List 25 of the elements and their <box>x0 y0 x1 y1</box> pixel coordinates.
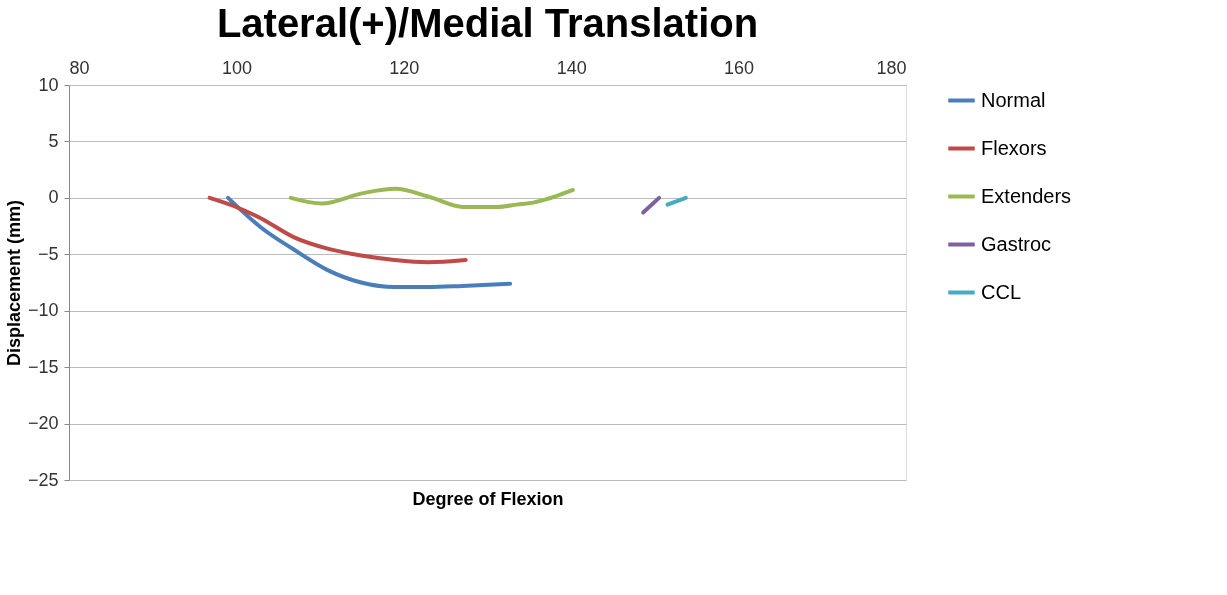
chart-title: Lateral(+)/Medial Translation <box>216 1 759 45</box>
legend-label: Flexors <box>981 136 1047 159</box>
y-tick-label: −25 <box>27 469 59 490</box>
line-series <box>226 195 513 290</box>
line-series <box>207 195 468 265</box>
x-tick-label: 180 <box>876 57 907 78</box>
y-axis-title: Displacement (mm) <box>3 199 24 367</box>
y-tick-label: 0 <box>48 187 59 208</box>
x-tick-label: 80 <box>69 57 90 78</box>
legend-label: Normal <box>981 88 1046 111</box>
y-tick-label: −20 <box>27 413 59 434</box>
x-tick-label: 160 <box>724 57 755 78</box>
x-tick-label: 140 <box>556 57 587 78</box>
legend-label: Extenders <box>981 184 1072 207</box>
legend-label: Gastroc <box>981 232 1052 255</box>
x-tick-label: 100 <box>221 57 252 78</box>
y-tick-label: −15 <box>27 356 59 377</box>
y-tick-label: 5 <box>48 130 59 151</box>
y-tick-label: 10 <box>38 74 59 95</box>
legend-label: CCL <box>981 280 1022 303</box>
y-tick-label: −10 <box>27 300 59 321</box>
x-tick-label: 120 <box>389 57 420 78</box>
x-axis-title: Degree of Flexion <box>412 488 564 509</box>
y-tick-label: −5 <box>37 243 59 264</box>
line-series <box>288 186 575 209</box>
